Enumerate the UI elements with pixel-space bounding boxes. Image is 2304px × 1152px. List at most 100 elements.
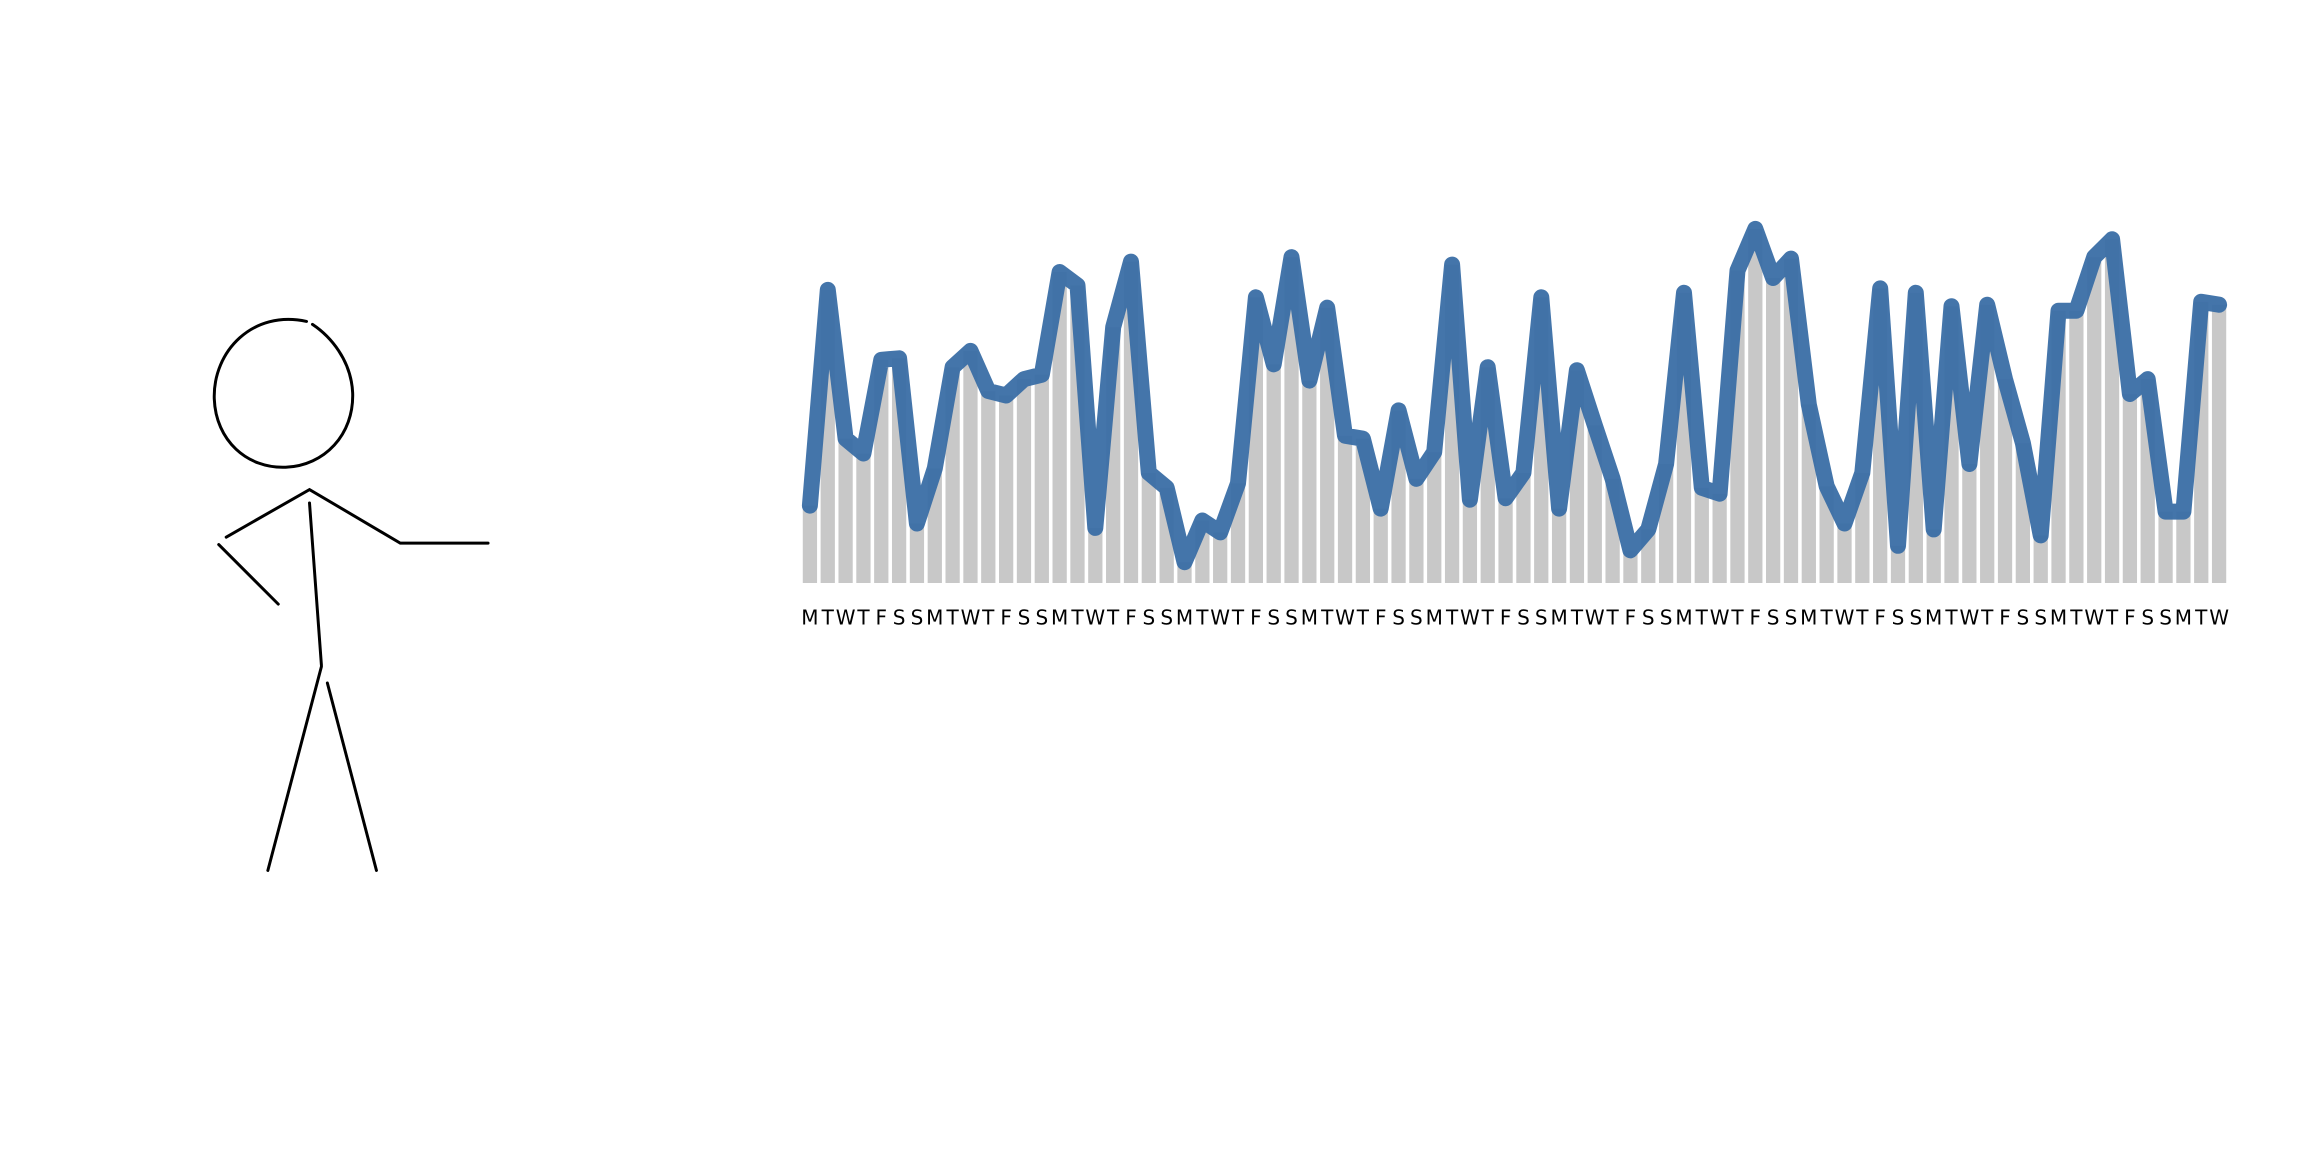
x-tick-label: W (1210, 606, 1230, 630)
x-tick-label: T (1730, 606, 1744, 630)
x-tick-label: T (1944, 606, 1958, 630)
x-tick-label: F (1125, 606, 1137, 630)
bar (856, 453, 871, 583)
x-tick-label: S (1285, 606, 1298, 630)
x-tick-label: T (1106, 606, 1120, 630)
bar (1551, 508, 1567, 583)
x-tick-label: T (1605, 606, 1619, 630)
line (801, 220, 2228, 571)
head (212, 318, 355, 469)
x-tick-label: M (1925, 606, 1942, 630)
hand (217, 543, 280, 606)
bar (1302, 380, 1317, 583)
bar (1516, 472, 1531, 583)
x-tick-label: M (2050, 606, 2067, 630)
bar (1266, 364, 1281, 583)
x-tick-label: S (1410, 606, 1423, 630)
x-tick-label: W (1835, 606, 1855, 630)
x-tick-label: T (1195, 606, 1209, 630)
x-tick-label: T (1231, 606, 1245, 630)
bar (909, 523, 925, 583)
x-tick-label: T (946, 606, 960, 630)
x-tick-label: M (1800, 606, 1817, 630)
x-tick-label: S (2159, 606, 2172, 630)
bar (1141, 472, 1156, 583)
x-tick-label: W (1959, 606, 1979, 630)
x-tick-label: W (2209, 606, 2229, 630)
x-tick-label: W (1460, 606, 1480, 630)
x-tick-label: S (1909, 606, 1922, 630)
bar (2122, 394, 2138, 583)
x-tick-label: T (856, 606, 870, 630)
x-tick-label: S (2034, 606, 2047, 630)
x-tick-label: S (1267, 606, 1280, 630)
x-tick-label: T (1445, 606, 1459, 630)
bar (1712, 493, 1727, 583)
x-tick-label: M (1301, 606, 1318, 630)
x-tick-label: F (1000, 606, 1012, 630)
x-tick-label: T (1855, 606, 1869, 630)
bar (1213, 532, 1228, 583)
x-tick-label: W (1085, 606, 1105, 630)
x-tick-label: S (911, 606, 924, 630)
x-tick-label: F (1375, 606, 1387, 630)
x-tick-label: M (2175, 606, 2192, 630)
bar (2033, 535, 2048, 583)
bar (1926, 529, 1941, 583)
x-tick-label: T (2105, 606, 2119, 630)
bar (2069, 310, 2084, 583)
x-tick-label: M (1051, 606, 1068, 630)
x-tick-label: T (1320, 606, 1334, 630)
bar (1997, 379, 2013, 583)
x-tick-label: S (1160, 606, 1173, 630)
bar (1427, 452, 1442, 583)
bar (1409, 478, 1424, 583)
x-tick-label: F (1874, 606, 1886, 630)
x-tick-label: T (2069, 606, 2083, 630)
x-tick-label: T (821, 606, 835, 630)
bar (2087, 257, 2102, 583)
bar (838, 438, 853, 583)
x-tick-label: T (1070, 606, 1084, 630)
x-tick-label: T (1695, 606, 1709, 630)
x-tick-label: S (1142, 606, 1155, 630)
bar (1337, 435, 1353, 583)
x-tick-label: S (1642, 606, 1655, 630)
x-tick-label: S (893, 606, 906, 630)
x-tick-label: S (1660, 606, 1673, 630)
x-tick-label: F (1250, 606, 1262, 630)
bar (1766, 277, 1781, 583)
stick-figure (212, 318, 490, 872)
arms (224, 487, 490, 545)
x-tick-label: S (1767, 606, 1780, 630)
x-tick-label: M (1426, 606, 1443, 630)
x-tick-label: T (1356, 606, 1370, 630)
x-tick-label: F (1625, 606, 1637, 630)
x-tick-label: S (1785, 606, 1798, 630)
bar (963, 350, 978, 583)
x-tick-label: M (1176, 606, 1193, 630)
bar (1462, 499, 1478, 583)
bar (1623, 550, 1638, 583)
x-tick-label: T (1820, 606, 1834, 630)
x-tick-label: T (981, 606, 995, 630)
bar (802, 505, 818, 583)
x-tick-label: S (1892, 606, 1905, 630)
x-tick-label: T (2194, 606, 2208, 630)
bar (1373, 508, 1388, 583)
x-tick-label: T (1481, 606, 1495, 630)
x-tick-label: F (1750, 606, 1762, 630)
bar (1016, 379, 1032, 583)
x-tick-label: S (1392, 606, 1405, 630)
bar (2176, 511, 2191, 583)
bar (1748, 228, 1763, 583)
x-tick-label: M (801, 606, 818, 630)
bar (1088, 527, 1103, 583)
bar (1890, 545, 1906, 583)
bar (1052, 272, 1067, 583)
x-tick-label: F (1999, 606, 2011, 630)
bar (998, 395, 1014, 583)
x-tick-label: W (961, 606, 981, 630)
x-tick-label: S (1535, 606, 1548, 630)
